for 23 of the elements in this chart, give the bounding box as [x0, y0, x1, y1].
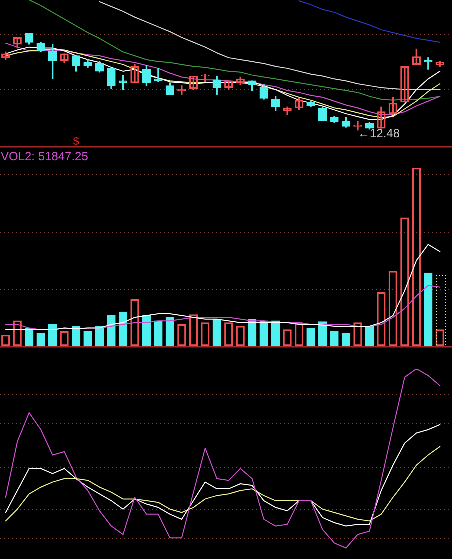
bar — [306, 328, 316, 346]
bar — [154, 320, 163, 346]
bar — [118, 312, 128, 346]
bar — [318, 322, 328, 346]
bar — [330, 331, 339, 346]
chart-title: VOL2: 51847.25 — [1, 149, 89, 164]
annotation: ←12.48 — [358, 126, 400, 141]
bar — [107, 315, 116, 346]
bar — [424, 272, 433, 346]
bar — [436, 275, 446, 347]
bar — [25, 328, 34, 346]
candlestick — [400, 66, 410, 103]
bar — [48, 324, 58, 346]
bar — [72, 326, 81, 346]
bar — [142, 315, 152, 346]
bar — [84, 331, 92, 346]
bar — [260, 320, 268, 346]
bar — [95, 326, 104, 346]
bar — [212, 319, 222, 346]
bar — [365, 326, 374, 346]
text: $ — [73, 136, 80, 148]
bar — [271, 320, 280, 346]
bar — [166, 317, 175, 346]
